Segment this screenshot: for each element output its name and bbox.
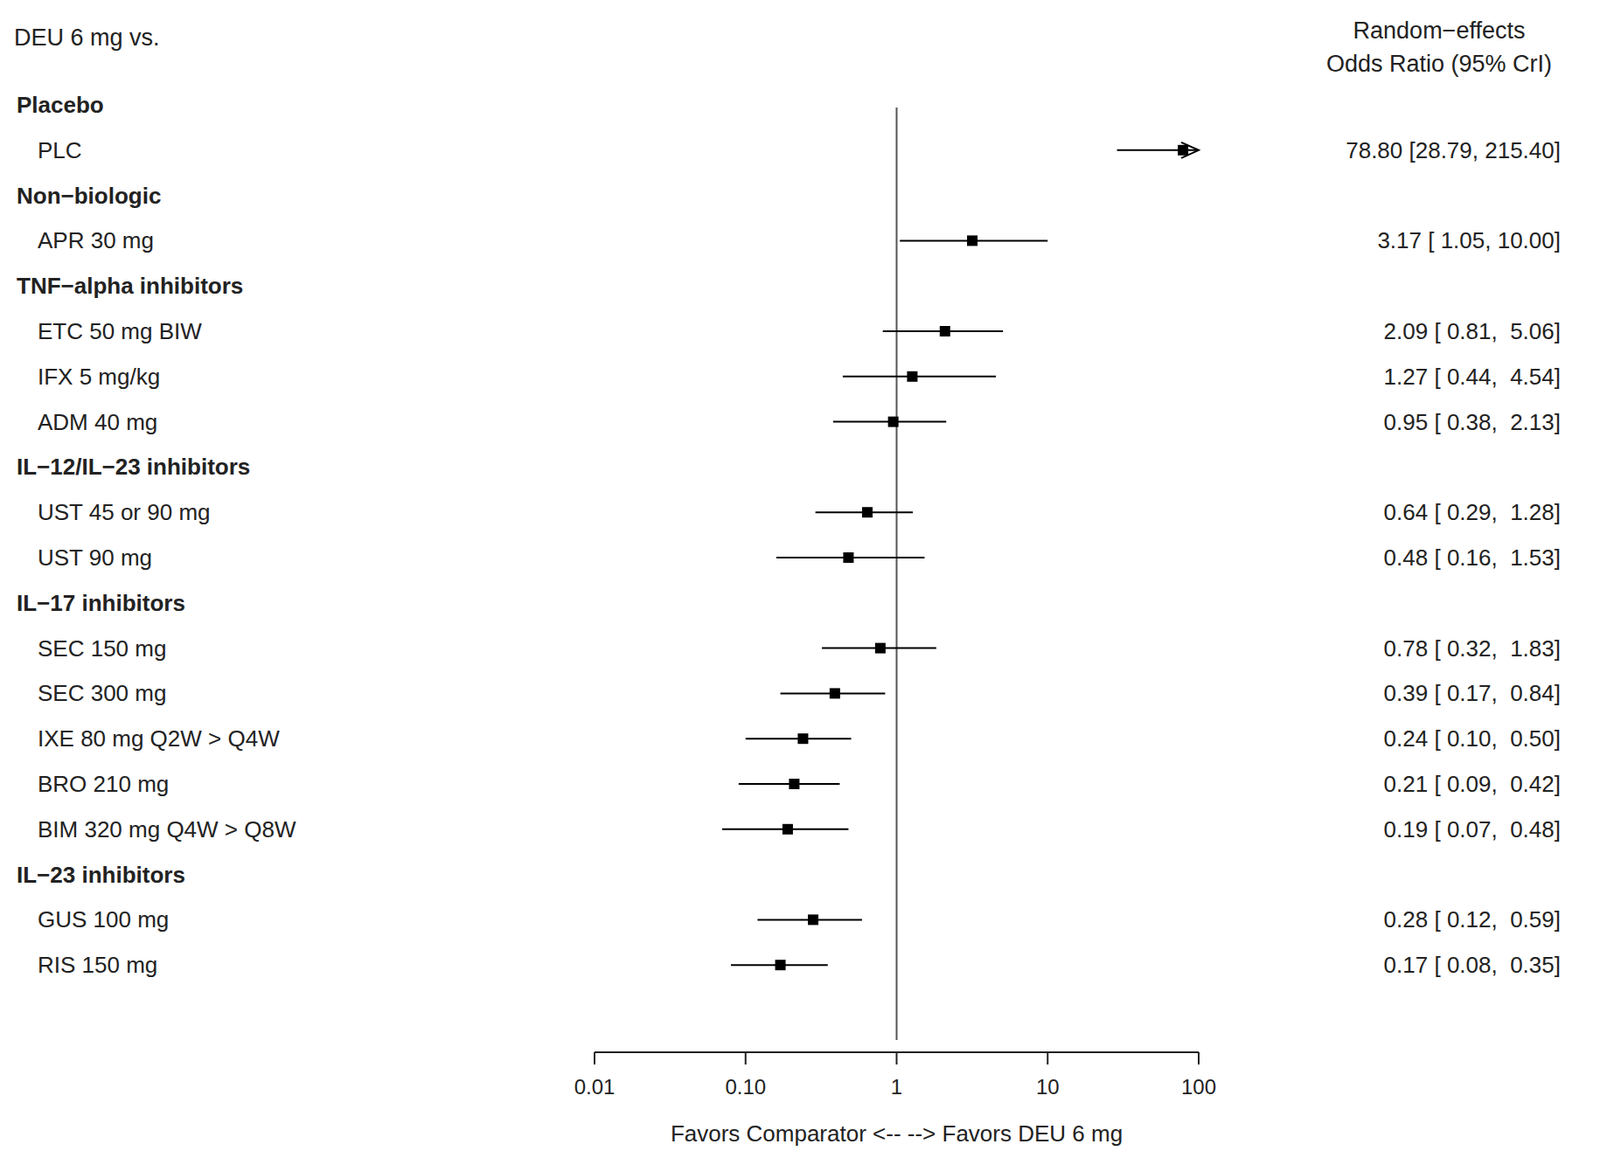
- value-label: 0.48 [ 0.16, 1.53]: [1384, 544, 1561, 571]
- category-label: IXE 80 mg Q2W > Q4W: [37, 725, 280, 752]
- value-label: 0.28 [ 0.12, 0.59]: [1384, 906, 1561, 933]
- x-tick: [896, 1052, 898, 1065]
- value-label: 0.21 [ 0.09, 0.42]: [1384, 771, 1561, 798]
- column-header: Random−effects: [1353, 17, 1526, 44]
- value-label: 0.78 [ 0.32, 1.83]: [1384, 635, 1561, 662]
- category-label: UST 90 mg: [37, 544, 153, 571]
- x-tick: [593, 1052, 596, 1065]
- x-tick: [744, 1052, 747, 1065]
- chart-root: DEU 6 mg vs. Random−effects Odds Ratio (95…: [0, 0, 1600, 1158]
- group-label: IL−12/IL−23 inhibitors: [16, 453, 251, 480]
- category-label: ETC 50 mg BIW: [37, 318, 202, 345]
- value-label: 0.64 [ 0.29, 1.28]: [1384, 499, 1561, 526]
- x-tick-label: 0.01: [574, 1075, 616, 1100]
- ci-arrow: [1181, 142, 1199, 159]
- point-estimate: [939, 326, 951, 337]
- value-label: 0.24 [ 0.10, 0.50]: [1384, 725, 1561, 752]
- value-label: 78.80 [28.79, 215.40]: [1345, 137, 1561, 164]
- value-label: 0.19 [ 0.07, 0.48]: [1384, 816, 1561, 843]
- category-label: RIS 150 mg: [37, 952, 158, 979]
- reference-line: [896, 107, 898, 1041]
- group-label: IL−17 inhibitors: [16, 590, 186, 617]
- category-label: APR 30 mg: [37, 227, 154, 254]
- x-tick-label: 0.10: [724, 1075, 766, 1100]
- title: DEU 6 mg vs.: [13, 24, 160, 51]
- group-label: TNF−alpha inhibitors: [16, 272, 244, 300]
- value-label: 0.95 [ 0.38, 2.13]: [1384, 409, 1561, 436]
- point-estimate: [888, 417, 899, 428]
- category-label: PLC: [37, 137, 83, 164]
- x-tick-label: 100: [1181, 1075, 1217, 1100]
- value-label: 0.17 [ 0.08, 0.35]: [1384, 952, 1561, 979]
- category-label: SEC 300 mg: [37, 680, 167, 707]
- group-label: Non−biologic: [16, 182, 161, 209]
- group-label: IL−23 inhibitors: [16, 862, 186, 889]
- x-tick-label: 10: [1036, 1075, 1060, 1100]
- value-label: 2.09 [ 0.81, 5.06]: [1384, 318, 1561, 345]
- value-label: 0.39 [ 0.17, 0.84]: [1384, 680, 1561, 707]
- x-tick-label: 1: [890, 1075, 903, 1100]
- category-label: IFX 5 mg/kg: [37, 363, 160, 390]
- x-tick: [1197, 1052, 1200, 1065]
- value-label: 3.17 [ 1.05, 10.00]: [1377, 227, 1561, 254]
- point-estimate: [788, 779, 800, 790]
- point-estimate: [862, 507, 873, 518]
- column-header: Odds Ratio (95% CrI): [1326, 50, 1552, 77]
- point-estimate: [797, 733, 808, 745]
- point-estimate: [966, 235, 978, 246]
- point-estimate: [1177, 145, 1189, 156]
- point-estimate: [807, 914, 819, 926]
- x-tick: [1046, 1052, 1049, 1065]
- value-label: 1.27 [ 0.44, 4.54]: [1384, 363, 1561, 390]
- category-label: ADM 40 mg: [37, 409, 158, 436]
- point-estimate: [875, 643, 886, 654]
- x-axis-label: Favors Comparator <-- --> Favors DEU 6 m…: [670, 1120, 1123, 1148]
- point-estimate: [829, 688, 841, 699]
- point-estimate: [782, 824, 794, 835]
- category-label: GUS 100 mg: [37, 906, 169, 933]
- point-estimate: [842, 552, 854, 564]
- point-estimate: [775, 960, 787, 971]
- category-label: BRO 210 mg: [37, 771, 169, 798]
- point-estimate: [906, 371, 918, 383]
- marks: [722, 145, 1199, 971]
- category-label: BIM 320 mg Q4W > Q8W: [37, 816, 297, 843]
- category-label: SEC 150 mg: [37, 635, 167, 662]
- ci-line: [842, 375, 996, 378]
- category-label: UST 45 or 90 mg: [37, 499, 211, 526]
- chart: DEU 6 mg vs. Random−effects Odds Ratio (95…: [0, 0, 1600, 1158]
- group-label: Placebo: [16, 91, 105, 119]
